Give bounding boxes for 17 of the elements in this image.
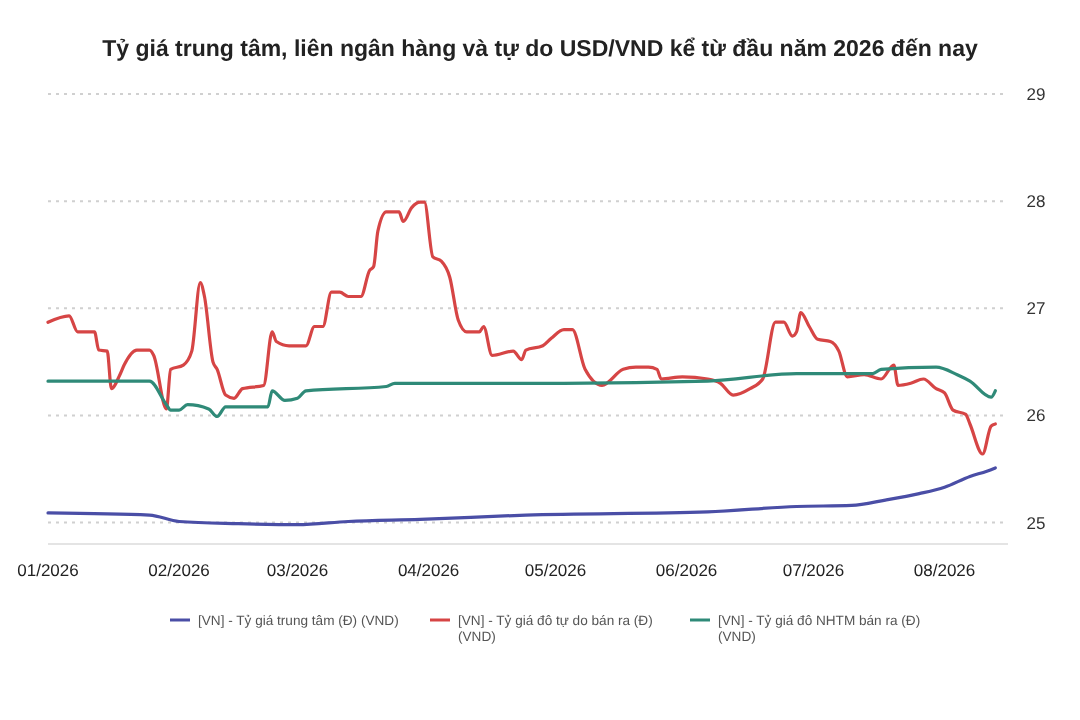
- x-tick-label: 01/2026: [17, 560, 80, 580]
- x-tick-label: 05/2026: [524, 560, 587, 580]
- y-tick-label: 25: [1026, 512, 1046, 533]
- y-tick-label: 28: [1026, 191, 1046, 212]
- y-tick-label: 26: [1026, 405, 1046, 426]
- chart-title: Tỷ giá trung tâm, liên ngân hàng và tự do USD/VND kể từ đầu năm 2026 đến nay: [102, 36, 979, 62]
- y-tick-label: 29: [1026, 83, 1046, 104]
- x-tick-label: 07/2026: [782, 560, 845, 580]
- line-series: [46, 200, 997, 456]
- x-tick-label: 03/2026: [266, 560, 329, 580]
- x-tick-label: 08/2026: [913, 560, 976, 580]
- line-series: [46, 365, 997, 419]
- line-series: [46, 466, 997, 527]
- y-tick-label: 27: [1026, 298, 1046, 319]
- x-tick-label: 02/2026: [148, 560, 211, 580]
- x-tick-label: 06/2026: [655, 560, 718, 580]
- x-tick-label: 04/2026: [397, 560, 460, 580]
